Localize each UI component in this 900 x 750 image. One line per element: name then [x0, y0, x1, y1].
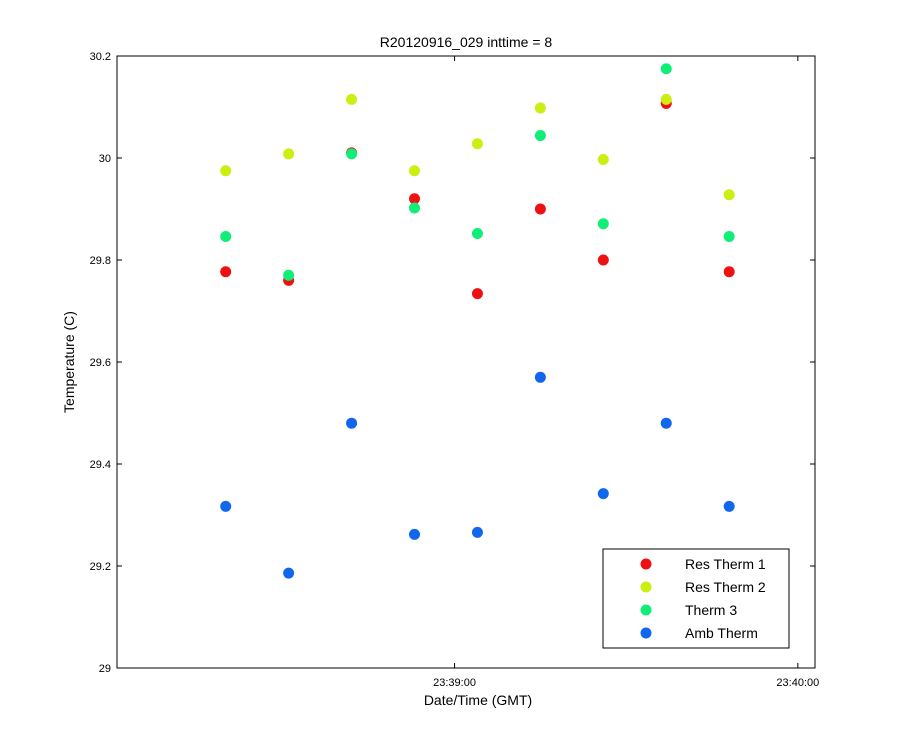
legend-box	[602, 548, 790, 649]
x-tick-label: 23:39:00	[433, 677, 476, 689]
legend-marker	[640, 627, 652, 639]
y-tick-label: 30.2	[90, 51, 111, 63]
legend: Res Therm 1 Res Therm 2 Therm 3 Amb Therm	[602, 548, 790, 649]
y-tick-label: 29	[99, 663, 111, 675]
x-tick-label: 23:40:00	[776, 677, 819, 689]
y-tick-label: 29.8	[90, 255, 111, 267]
y-tick-label: 29.2	[90, 561, 111, 573]
data-point	[283, 567, 295, 579]
legend-marker	[640, 558, 652, 570]
y-axis-ticks: 29 29.2 29.4 29.6 29.8 30 30.2	[90, 51, 815, 675]
data-point	[534, 203, 546, 215]
data-point	[597, 254, 609, 266]
legend-label: Therm 3	[685, 602, 737, 618]
data-point	[534, 130, 546, 142]
legend-label: Res Therm 1	[685, 556, 766, 572]
data-point	[220, 266, 232, 278]
data-point	[597, 488, 609, 500]
data-point	[283, 148, 295, 160]
y-tick-label: 29.6	[90, 357, 111, 369]
data-point	[660, 93, 672, 105]
x-axis-label: Date/Time (GMT)	[424, 692, 532, 708]
data-point	[471, 526, 483, 538]
data-point	[346, 93, 358, 105]
data-point	[723, 231, 735, 243]
legend-label: Res Therm 2	[685, 579, 766, 595]
data-point	[409, 528, 421, 540]
data-point	[220, 165, 232, 177]
data-point	[534, 102, 546, 114]
y-tick-label: 29.4	[90, 459, 111, 471]
data-point	[346, 148, 358, 160]
data-point	[471, 227, 483, 239]
data-point	[220, 500, 232, 512]
y-axis-label: Temperature (C)	[61, 311, 77, 413]
data-point	[409, 193, 421, 205]
data-point	[597, 218, 609, 230]
data-point	[346, 417, 358, 429]
y-tick-label: 30	[99, 153, 111, 165]
data-point	[471, 138, 483, 150]
data-point	[723, 500, 735, 512]
legend-label: Amb Therm	[685, 625, 758, 641]
data-points	[220, 63, 735, 579]
data-point	[220, 231, 232, 243]
data-point	[534, 371, 546, 383]
data-point	[597, 154, 609, 166]
data-point	[723, 189, 735, 201]
chart-title: R20120916_029 inttime = 8	[380, 34, 553, 50]
data-point	[660, 417, 672, 429]
x-axis-ticks: 23:39:00 23:40:00	[433, 56, 819, 689]
data-point	[723, 266, 735, 278]
data-point	[409, 165, 421, 177]
data-point	[471, 288, 483, 300]
data-point	[409, 202, 421, 214]
data-point	[283, 269, 295, 281]
legend-marker	[640, 581, 652, 593]
legend-marker	[640, 604, 652, 616]
data-point	[660, 63, 672, 75]
